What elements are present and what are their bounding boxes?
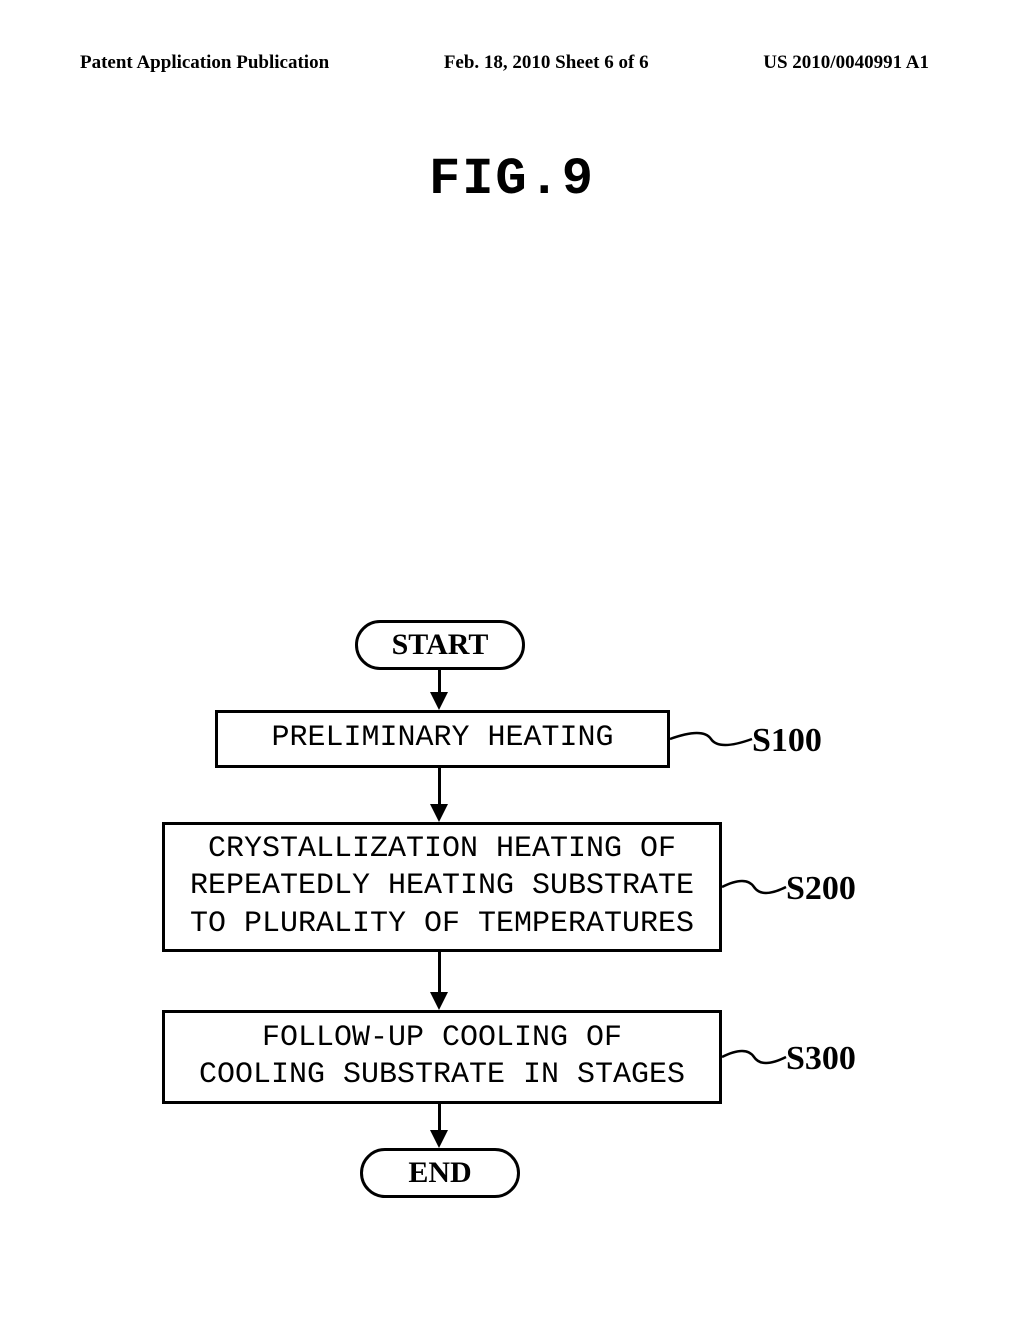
node-text: FOLLOW-UP COOLING OF COOLING SUBSTRATE I… (199, 1020, 685, 1095)
arrow-head-icon (430, 692, 448, 710)
flow-process: FOLLOW-UP COOLING OF COOLING SUBSTRATE I… (162, 1010, 722, 1104)
flow-process: PRELIMINARY HEATING (215, 710, 670, 768)
arrow-head-icon (430, 1130, 448, 1148)
header-center: Feb. 18, 2010 Sheet 6 of 6 (444, 52, 649, 74)
flow-terminal: START (355, 620, 525, 670)
header-right: US 2010/0040991 A1 (763, 52, 929, 74)
flow-arrow (438, 952, 441, 996)
header-left: Patent Application Publication (80, 52, 329, 74)
connector-line (717, 867, 791, 907)
flow-terminal: END (360, 1148, 520, 1198)
flow-process: CRYSTALLIZATION HEATING OF REPEATEDLY HE… (162, 822, 722, 952)
arrow-head-icon (430, 992, 448, 1010)
connector-line (717, 1037, 791, 1077)
node-text: PRELIMINARY HEATING (271, 720, 613, 758)
step-label: S200 (786, 870, 856, 908)
arrow-head-icon (430, 804, 448, 822)
step-label: S100 (752, 722, 822, 760)
figure-title: FIG.9 (0, 150, 1024, 209)
node-text: CRYSTALLIZATION HEATING OF REPEATEDLY HE… (190, 831, 694, 944)
connector-line (665, 719, 757, 759)
step-label: S300 (786, 1040, 856, 1078)
patent-header: Patent Application Publication Feb. 18, … (0, 52, 1024, 74)
node-text: END (408, 1156, 471, 1190)
node-text: START (392, 628, 489, 662)
flow-arrow (438, 768, 441, 808)
